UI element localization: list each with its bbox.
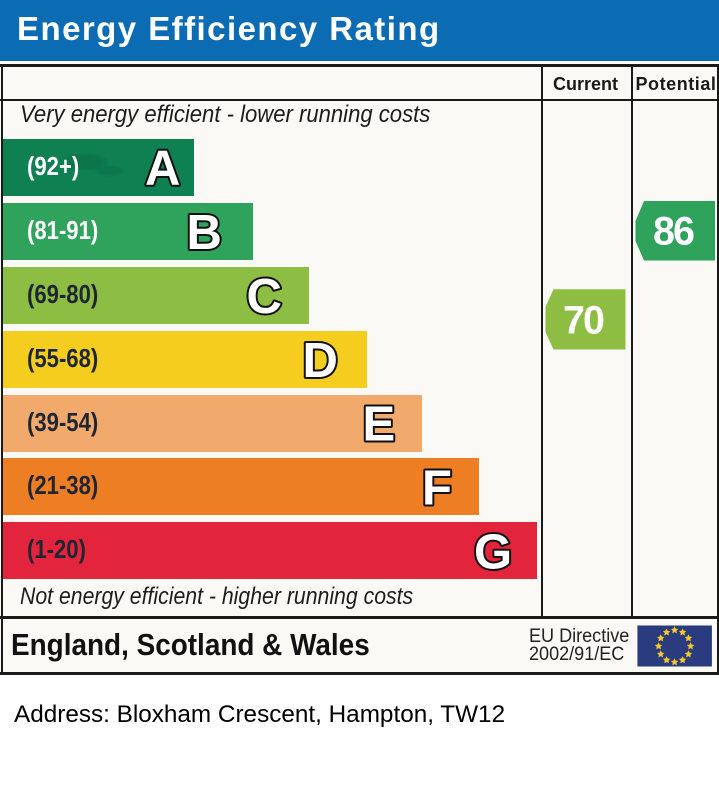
svg-text:B: B: [187, 206, 222, 260]
svg-text:70: 70: [563, 299, 605, 343]
svg-text:C: C: [247, 270, 282, 324]
svg-text:F: F: [422, 461, 452, 515]
svg-text:D: D: [303, 334, 338, 388]
svg-text:E: E: [363, 398, 396, 452]
svg-text:G: G: [474, 525, 512, 579]
svg-text:86: 86: [653, 209, 695, 253]
svg-text:A: A: [145, 142, 180, 196]
